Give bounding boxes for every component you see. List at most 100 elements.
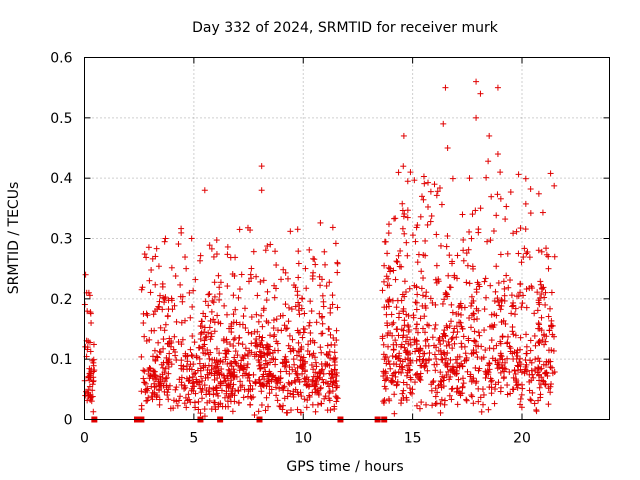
data-point: [140, 319, 147, 326]
data-point: [483, 294, 490, 301]
data-point: [317, 385, 324, 392]
data-point: [289, 345, 296, 352]
data-point: [448, 386, 455, 393]
data-point: [224, 243, 231, 250]
data-point: [502, 216, 509, 223]
data-point: [407, 350, 414, 357]
data-point: [492, 288, 499, 295]
data-point: [550, 347, 557, 354]
data-point: [429, 379, 436, 386]
data-point: [273, 392, 280, 399]
data-point: [469, 312, 476, 319]
data-point: [299, 361, 306, 368]
data-point: [503, 272, 510, 279]
data-point: [423, 360, 430, 367]
data-point: [403, 372, 410, 379]
data-point: [507, 277, 514, 284]
data-point: [407, 374, 414, 381]
data-point: [480, 401, 487, 408]
data-point: [318, 330, 325, 337]
data-point: [469, 211, 476, 218]
data-point: [420, 350, 427, 357]
data-point: [151, 347, 158, 354]
data-point: [463, 397, 470, 404]
data-point: [160, 336, 167, 343]
data-point: [514, 362, 521, 369]
data-point: [265, 378, 272, 385]
data-point: [538, 327, 545, 334]
data-point: [501, 285, 508, 292]
data-point: [155, 303, 162, 310]
data-point: [224, 375, 231, 382]
data-point: [389, 297, 396, 304]
data-point: [306, 322, 313, 329]
data-point: [433, 231, 440, 238]
data-point: [248, 340, 255, 347]
data-point: [197, 410, 204, 417]
data-point: [195, 406, 202, 413]
data-point: [391, 215, 398, 222]
data-point: [202, 334, 209, 341]
data-point: [466, 280, 473, 287]
data-point: [168, 264, 175, 271]
data-point: [460, 257, 467, 264]
data-point: [513, 228, 520, 235]
data-point: [150, 367, 157, 374]
data-point: [333, 369, 340, 376]
data-point: [514, 353, 521, 360]
data-point: [295, 274, 302, 281]
data-point: [265, 403, 272, 410]
data-point: [138, 286, 145, 293]
data-point: [449, 385, 456, 392]
data-point: [401, 210, 408, 217]
data-point: [296, 302, 303, 309]
data-point: [170, 405, 177, 412]
data-point: [473, 305, 480, 312]
data-point: [493, 212, 500, 219]
data-point: [246, 371, 253, 378]
data-point: [494, 361, 501, 368]
data-point: [173, 384, 180, 391]
data-point: [282, 353, 289, 360]
data-point: [527, 337, 534, 344]
data-point: [281, 383, 288, 390]
data-point: [386, 361, 393, 368]
data-point: [381, 369, 388, 376]
data-point: [318, 349, 325, 356]
data-point: [401, 317, 408, 324]
data-point: [318, 400, 325, 407]
data-point: [441, 296, 448, 303]
data-point: [537, 391, 544, 398]
data-point: [403, 381, 410, 388]
data-point: [518, 259, 525, 266]
data-point: [224, 360, 231, 367]
data-point: [197, 323, 204, 330]
data-point: [255, 408, 262, 415]
data-point: [162, 375, 169, 382]
data-point: [481, 327, 488, 334]
data-point: [443, 342, 450, 349]
data-point: [455, 376, 462, 383]
data-point: [245, 372, 252, 379]
data-point: [327, 331, 334, 338]
data-point: [437, 409, 444, 416]
data-point: [435, 276, 442, 283]
data-point: [280, 402, 287, 409]
data-point: [472, 379, 479, 386]
data-point: [161, 238, 168, 245]
data-point: [401, 344, 408, 351]
data-point: [453, 334, 460, 341]
data-point: [536, 358, 543, 365]
data-point: [448, 336, 455, 343]
data-point: [451, 340, 458, 347]
data-point: [217, 279, 224, 286]
data-point: [410, 314, 417, 321]
data-point: [536, 377, 543, 384]
data-point: [304, 347, 311, 354]
data-point: [454, 401, 461, 408]
data-point: [454, 360, 461, 367]
data-point: [531, 332, 538, 339]
data-point: [504, 250, 511, 257]
data-point: [386, 303, 393, 310]
data-point: [468, 235, 475, 242]
